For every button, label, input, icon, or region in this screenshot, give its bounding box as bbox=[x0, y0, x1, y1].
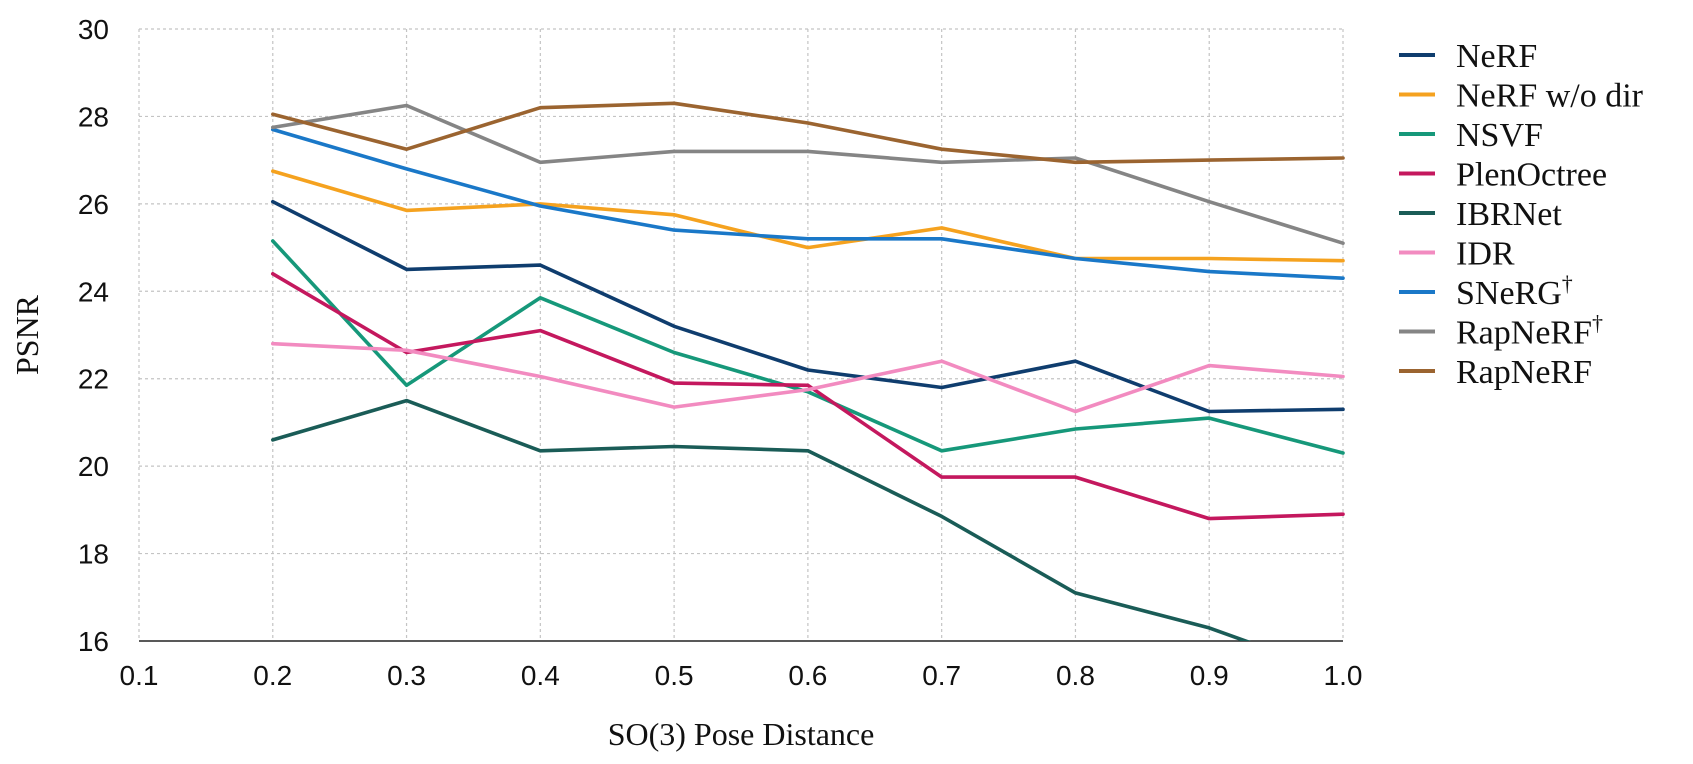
legend-item: RapNeRF bbox=[1399, 354, 1592, 391]
y-tick-label: 18 bbox=[78, 539, 109, 570]
y-tick-label: 30 bbox=[78, 14, 109, 45]
y-tick-label: 24 bbox=[78, 276, 109, 307]
legend-label: NeRF w/o dir bbox=[1456, 78, 1644, 115]
series-line-nerf bbox=[270, 199, 1345, 414]
x-tick-label: 0.6 bbox=[788, 660, 827, 691]
legend-item: SNeRG† bbox=[1399, 271, 1573, 312]
series-line-nsvf bbox=[270, 239, 1345, 455]
legend-label: NeRF bbox=[1456, 38, 1537, 75]
y-tick-label: 28 bbox=[78, 101, 109, 132]
x-tick-label: 0.2 bbox=[253, 660, 292, 691]
x-tick-label: 0.7 bbox=[922, 660, 961, 691]
legend-item: PlenOctree bbox=[1399, 157, 1607, 194]
legend-label: SNeRG† bbox=[1456, 271, 1573, 312]
legend-label: IDR bbox=[1456, 236, 1515, 273]
legend-item: NSVF bbox=[1399, 117, 1543, 154]
legend-label: RapNeRF bbox=[1456, 354, 1592, 391]
legend-label: NSVF bbox=[1456, 117, 1543, 154]
series-line-rapnerf bbox=[270, 101, 1345, 165]
series-line-idr bbox=[270, 341, 1345, 414]
legend-label: RapNeRF† bbox=[1456, 311, 1603, 352]
legend-item: IBRNet bbox=[1399, 196, 1562, 233]
series-lines bbox=[270, 101, 1345, 641]
y-tick-label: 16 bbox=[78, 626, 109, 657]
tick-labels: 0.1 0.2 0.3 0.4 0.5 0.6 0.7 0.8 0.9 1.0 16 18 20 22 24… bbox=[78, 14, 1363, 691]
series-line-nerf-w-o-dir bbox=[270, 169, 1345, 263]
x-tick-label: 0.9 bbox=[1190, 660, 1229, 691]
x-tick-label: 0.1 bbox=[120, 660, 159, 691]
y-tick-label: 20 bbox=[78, 451, 109, 482]
x-tick-label: 0.5 bbox=[655, 660, 694, 691]
series-line-snerg-dagger bbox=[270, 127, 1345, 281]
legend-label: PlenOctree bbox=[1456, 157, 1607, 194]
series-line-rapnerf-dagger bbox=[270, 103, 1345, 245]
x-tick-label: 1.0 bbox=[1324, 660, 1363, 691]
y-tick-label: 26 bbox=[78, 189, 109, 220]
x-tick-label: 0.8 bbox=[1056, 660, 1095, 691]
x-tick-label: 0.4 bbox=[521, 660, 560, 691]
series-line-ibrnet bbox=[270, 398, 1251, 641]
legend-item: NeRF bbox=[1399, 38, 1537, 75]
legend-label: IBRNet bbox=[1456, 196, 1562, 233]
legend-item: RapNeRF† bbox=[1399, 311, 1603, 352]
x-tick-label: 0.3 bbox=[387, 660, 426, 691]
x-axis-title: SO(3) Pose Distance bbox=[608, 716, 875, 752]
y-tick-label: 22 bbox=[78, 364, 109, 395]
grid bbox=[138, 28, 1344, 641]
series-line-plenoctree bbox=[270, 271, 1345, 521]
y-axis-title: PSNR bbox=[9, 294, 45, 375]
legend-item: IDR bbox=[1399, 236, 1515, 273]
legend-item: NeRF w/o dir bbox=[1399, 78, 1644, 115]
